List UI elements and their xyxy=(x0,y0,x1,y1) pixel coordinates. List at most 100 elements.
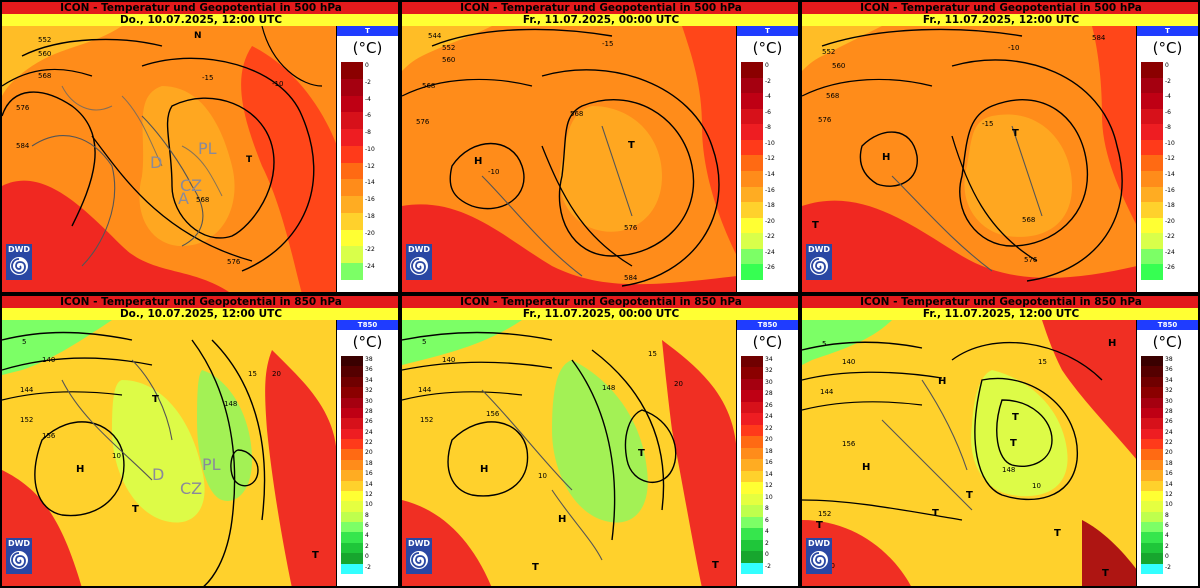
legend-swatch xyxy=(1141,139,1163,156)
map-area: 140 144 148 152 156 5 10 15 20 H H T T T xyxy=(402,320,737,586)
legend-swatch xyxy=(741,470,763,483)
legend-swatch xyxy=(341,553,363,565)
color-legend: T (°C) 0 -2 -4 -6 -8 -10 -12 -14 -16 -18 -20 -22 -24… xyxy=(1136,26,1198,292)
legend-labels: 0 -2 -4 -6 -8 -10 -12 -14 -16 -18 -20 -22 -24 xyxy=(365,62,397,280)
panel-subtitle: Fr., 11.07.2025, 00:00 UTC xyxy=(522,14,680,26)
legend-label: 12 xyxy=(1165,490,1173,498)
legend-label: -2 xyxy=(365,78,371,86)
map-area: 552 560 568 576 584 576 568 -15 -10 T D … xyxy=(2,26,337,292)
legend-swatch xyxy=(341,229,363,247)
svg-text:140: 140 xyxy=(842,358,855,366)
legend-swatch xyxy=(741,482,763,495)
legend-label: -16 xyxy=(365,196,375,204)
legend-swatch xyxy=(741,493,763,506)
legend-bar xyxy=(341,62,363,281)
legend-swatch xyxy=(1141,397,1163,409)
legend-swatch xyxy=(741,378,763,391)
svg-text:576: 576 xyxy=(227,258,241,266)
legend-label: 22 xyxy=(765,424,773,432)
legend-swatch xyxy=(1141,248,1163,265)
svg-text:T: T xyxy=(712,560,719,571)
legend-swatch xyxy=(341,490,363,502)
title-bar: ICON - Temperatur und Geopotential in 85… xyxy=(402,296,798,320)
legend-label: 26 xyxy=(765,401,773,409)
legend-labels: 34 32 30 28 26 24 22 20 18 16 14 12 10 8 6 4 2 0 -2 xyxy=(765,356,797,574)
svg-text:H: H xyxy=(76,464,84,475)
legend-swatch xyxy=(741,551,763,564)
legend-label: -10 xyxy=(1165,139,1175,147)
svg-text:152: 152 xyxy=(818,510,831,518)
dwd-swirl-icon xyxy=(410,257,428,275)
legend-label: 10 xyxy=(365,501,373,509)
legend-unit: (°C) xyxy=(752,39,783,57)
legend-label: 32 xyxy=(1165,387,1173,395)
legend-label: 2 xyxy=(765,539,769,547)
panel-subtitle: Do., 10.07.2025, 12:00 UTC xyxy=(119,14,283,26)
svg-text:148: 148 xyxy=(602,384,615,392)
panel-title: ICON - Temperatur und Geopotential in 50… xyxy=(402,2,798,14)
legend-swatch xyxy=(341,397,363,409)
legend-swatch xyxy=(1141,186,1163,203)
legend-label: 8 xyxy=(365,511,369,519)
svg-text:152: 152 xyxy=(420,416,433,424)
legend-label: 0 xyxy=(765,62,769,69)
legend-label: -24 xyxy=(1165,248,1175,256)
panel-subtitle: Fr., 11.07.2025, 00:00 UTC xyxy=(522,308,680,320)
legend-label: 8 xyxy=(1165,511,1169,519)
legend-swatch xyxy=(341,532,363,544)
legend-label: 20 xyxy=(365,449,373,457)
svg-text:T: T xyxy=(1012,128,1019,139)
svg-text:H: H xyxy=(474,156,482,167)
legend-label: -12 xyxy=(765,155,775,163)
legend-label: 14 xyxy=(365,480,373,488)
panel-850-3: ICON - Temperatur und Geopotential in 85… xyxy=(801,295,1199,587)
legend-label: -6 xyxy=(365,112,371,120)
legend-swatch xyxy=(1141,93,1163,110)
svg-text:148: 148 xyxy=(224,400,237,408)
legend-swatch xyxy=(1141,459,1163,471)
legend-swatch xyxy=(741,401,763,414)
legend-swatch xyxy=(741,62,763,79)
svg-text:560: 560 xyxy=(38,50,51,58)
legend-unit: (°C) xyxy=(352,39,383,57)
legend-label: 24 xyxy=(1165,428,1173,436)
legend-label: -14 xyxy=(1165,171,1175,178)
legend-swatch xyxy=(741,424,763,437)
legend-swatch xyxy=(341,376,363,388)
legend-label: -18 xyxy=(365,212,375,220)
legend-swatch xyxy=(341,356,363,367)
legend-label: 12 xyxy=(765,482,773,490)
svg-text:576: 576 xyxy=(624,224,638,232)
legend-label: -22 xyxy=(765,233,775,241)
svg-text:T: T xyxy=(628,140,635,151)
legend-swatch xyxy=(1141,553,1163,565)
legend-label: 8 xyxy=(765,505,769,513)
title-bar: ICON - Temperatur und Geopotential in 85… xyxy=(802,296,1198,320)
svg-text:T: T xyxy=(816,520,823,531)
panel-850-2: ICON - Temperatur und Geopotential in 85… xyxy=(401,295,799,587)
legend-label: 16 xyxy=(1165,470,1173,478)
svg-text:T: T xyxy=(1102,568,1109,579)
legend-swatch xyxy=(341,480,363,492)
svg-text:552: 552 xyxy=(442,44,455,52)
legend-label: 32 xyxy=(765,367,773,375)
svg-text:15: 15 xyxy=(1038,358,1047,366)
legend-label: 34 xyxy=(765,356,773,363)
svg-text:T: T xyxy=(132,504,139,515)
svg-text:T: T xyxy=(1010,438,1017,449)
svg-text:152: 152 xyxy=(20,416,33,424)
legend-label: -10 xyxy=(765,139,775,147)
map-area: 140 144 148 152 156 5 10 15 20 H H H T T… xyxy=(802,320,1137,586)
svg-text:140: 140 xyxy=(442,356,455,364)
legend-label: -16 xyxy=(765,186,775,194)
legend-swatch xyxy=(1141,356,1163,367)
svg-text:H: H xyxy=(480,464,488,475)
legend-label: 28 xyxy=(365,407,373,415)
legend-swatch xyxy=(1141,62,1163,79)
legend-swatch xyxy=(741,459,763,472)
panel-title: ICON - Temperatur und Geopotential in 85… xyxy=(2,296,398,308)
legend-swatch xyxy=(741,356,763,368)
legend-labels: 0 -2 -4 -6 -8 -10 -12 -14 -16 -18 -20 -22 -24 -26 xyxy=(1165,62,1197,280)
svg-text:576: 576 xyxy=(16,104,30,112)
panel-title: ICON - Temperatur und Geopotential in 85… xyxy=(802,296,1198,308)
